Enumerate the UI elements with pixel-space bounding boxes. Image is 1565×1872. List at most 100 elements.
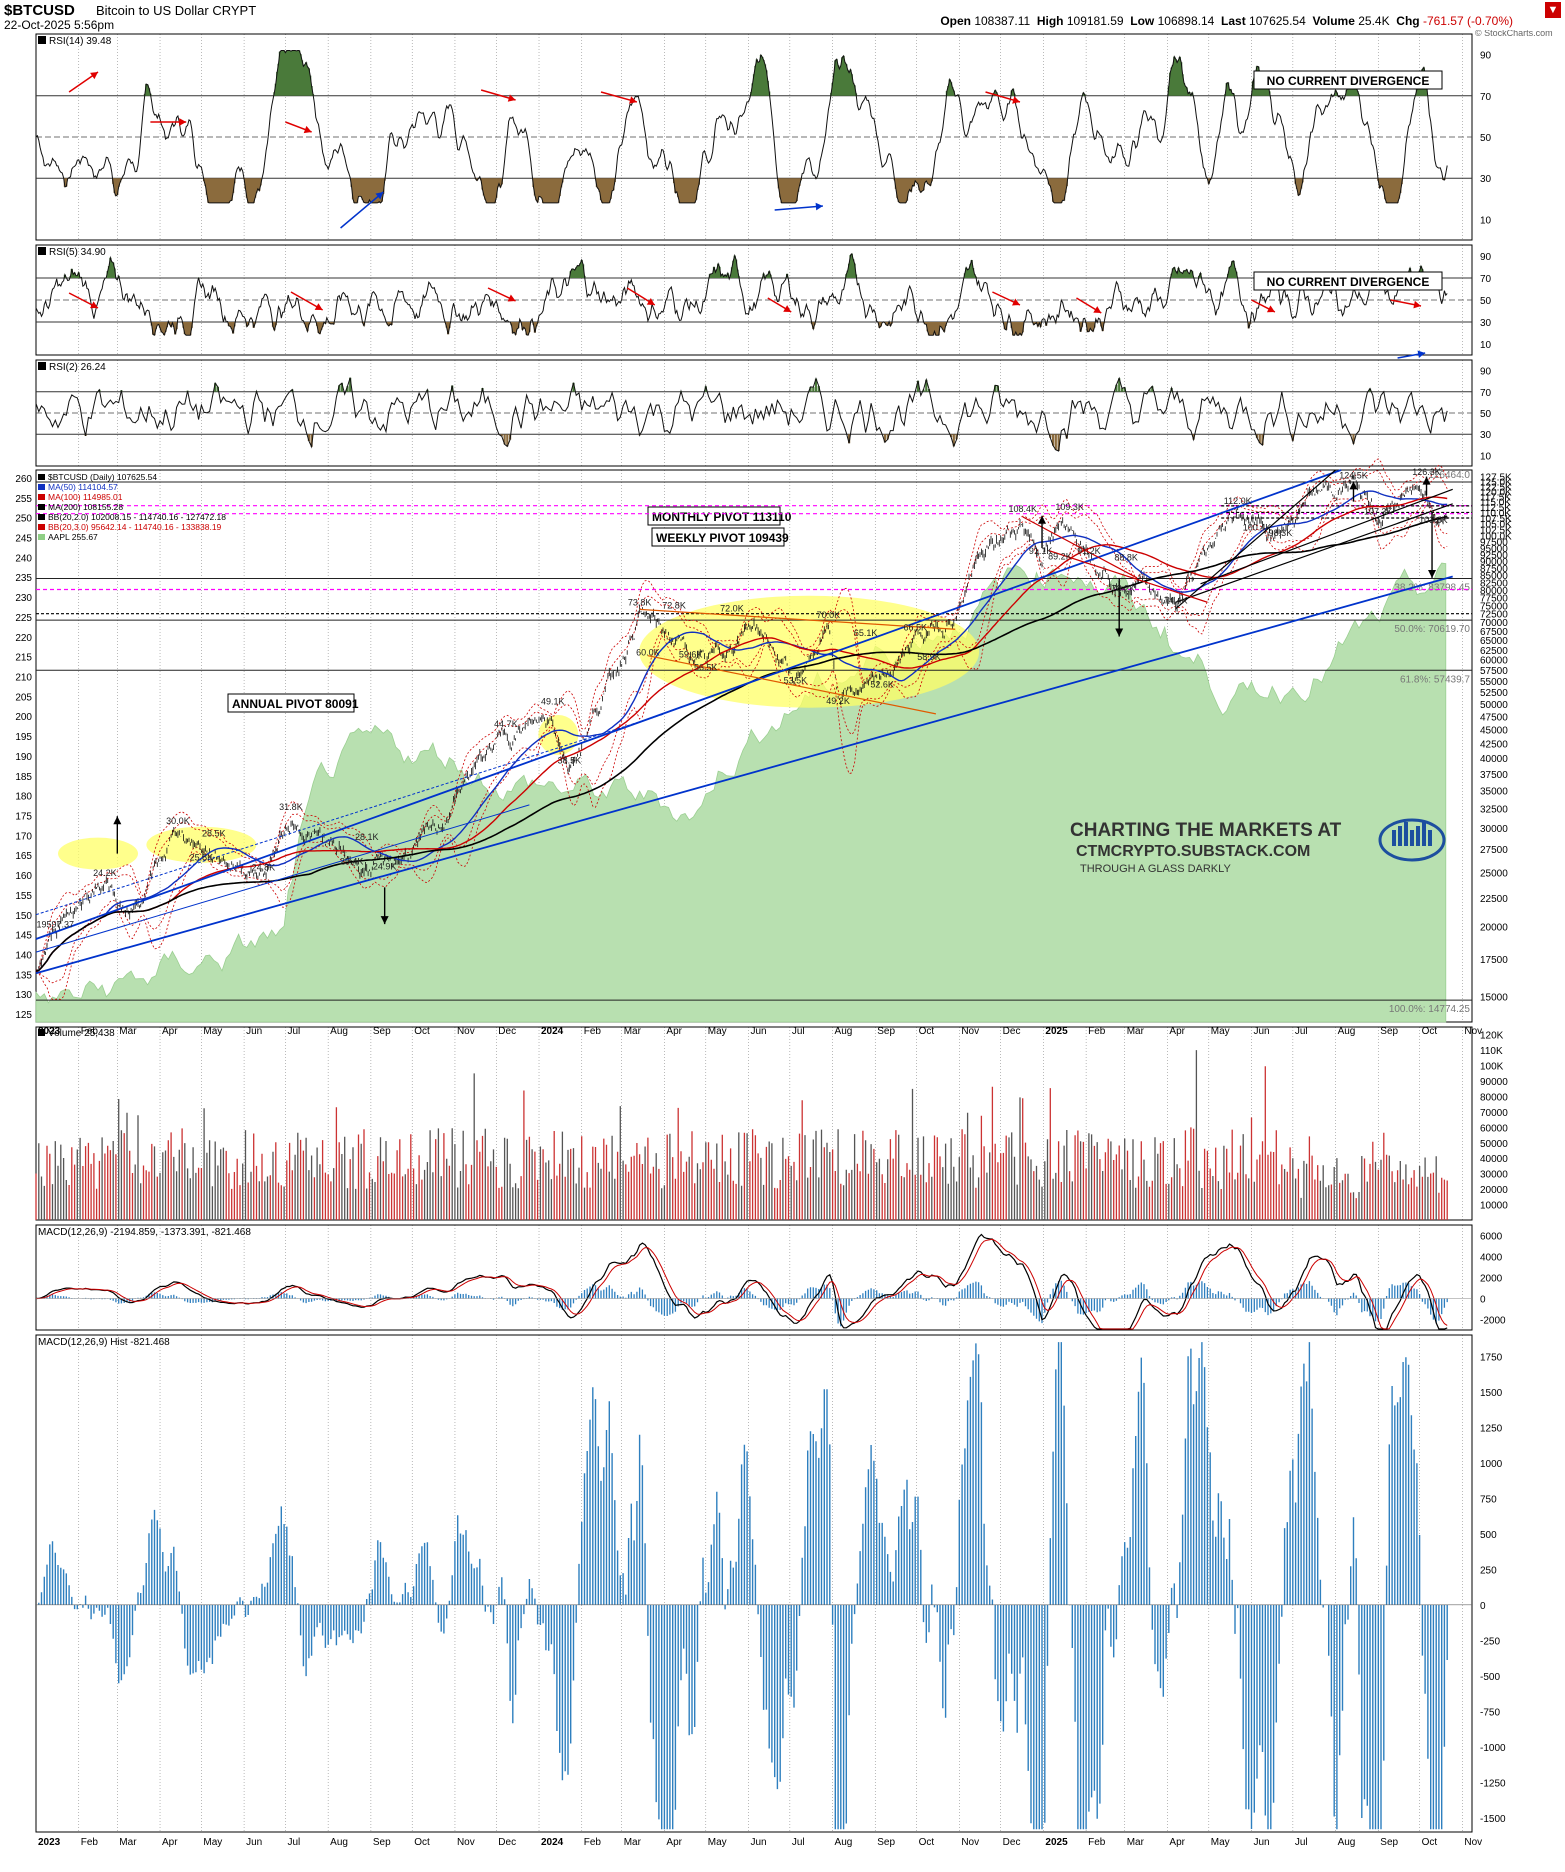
price-ytick: 60000	[1480, 656, 1508, 667]
divergence-arrowhead	[646, 298, 655, 305]
price-ytick: 97500	[1480, 538, 1508, 549]
rsi14-oversold-fill	[63, 178, 1446, 203]
macd-ytick: 2000	[1480, 1274, 1503, 1285]
price-ytick: 65000	[1480, 636, 1508, 647]
high-value: 109181.59	[1066, 14, 1124, 28]
rsi5-annotation-text: NO CURRENT DIVERGENCE	[1267, 275, 1430, 289]
hist-ytick: -250	[1480, 1636, 1500, 1647]
fib-level-label: 61.8%: 57439.7	[1400, 674, 1470, 685]
macd-histogram-bars	[38, 1342, 1448, 1830]
aapl-ytick: 185	[15, 772, 32, 783]
price-ytick: 62500	[1480, 646, 1508, 657]
peak-label: 98.3K	[1269, 528, 1293, 538]
price-legend-item: MA(200) 108155.28	[48, 502, 123, 512]
x-month-label-bottom: 2025	[1045, 1837, 1068, 1848]
peak-label: 28.1K	[355, 832, 379, 842]
aapl-ytick: 130	[15, 990, 32, 1001]
peak-label: 107.3K	[1364, 506, 1393, 516]
divergence-arrowhead	[1413, 300, 1422, 309]
peak-label: 112.0K	[1224, 496, 1252, 506]
peak-label: 31.8K	[279, 802, 303, 812]
x-month-label-bottom: Nov	[457, 1837, 475, 1848]
volume-value: 25.4K	[1358, 14, 1390, 28]
aapl-ytick: 260	[15, 474, 32, 485]
x-month-label: Feb	[584, 1026, 602, 1037]
peak-label: 24.8K	[252, 862, 276, 872]
hist-ytick: -1500	[1480, 1814, 1506, 1825]
aapl-ytick: 225	[15, 613, 32, 624]
price-ytick: 40000	[1480, 754, 1508, 765]
divergence-arrowhead	[507, 294, 516, 302]
aapl-ytick: 140	[15, 950, 32, 961]
logo-candle	[1410, 830, 1414, 846]
peak-label: 103.6K	[1419, 515, 1448, 525]
peak-label: 78.2K	[1112, 583, 1136, 593]
price-ytick: 105.0K	[1480, 520, 1512, 531]
divergence-arrowhead	[1266, 305, 1275, 313]
trend-line	[639, 608, 956, 630]
instrument-name: Bitcoin to US Dollar CRYPT	[96, 3, 256, 18]
x-month-label-bottom: Jul	[792, 1837, 805, 1848]
price-ytick: 50000	[1480, 700, 1508, 711]
aapl-ytick: 170	[15, 831, 32, 842]
watermark-line1: CHARTING THE MARKETS AT	[1070, 820, 1342, 841]
rsi2-line	[35, 376, 1448, 452]
chg-label: Chg	[1396, 14, 1420, 28]
rsi5-ytick: 10	[1480, 340, 1492, 351]
logo-candle	[1422, 822, 1426, 846]
low-value: 106898.14	[1157, 14, 1215, 28]
rsi2-oversold-fill	[84, 434, 1358, 451]
peak-label: 126.3K	[1412, 467, 1441, 477]
peak-label: 74.4K	[1164, 595, 1188, 605]
divergence-arrowhead	[314, 303, 323, 310]
rsi5-line	[35, 252, 1448, 337]
rsi5-ytick: 50	[1480, 296, 1492, 307]
hist-ytick: 750	[1480, 1494, 1497, 1505]
volume-ytick: 10000	[1480, 1201, 1508, 1212]
date-label: 22-Oct-2025 5:56pm	[4, 18, 115, 32]
x-month-label-bottom: Feb	[81, 1837, 99, 1848]
peak-label: 49.1K	[541, 696, 565, 706]
hist-ytick: -1000	[1480, 1743, 1506, 1754]
price-legend-swatch	[38, 524, 45, 530]
x-month-label: Sep	[373, 1026, 391, 1037]
x-month-label: 2025	[1045, 1026, 1068, 1037]
price-ytick: 27500	[1480, 845, 1508, 856]
macd-histogram-small	[38, 1280, 1448, 1327]
price-ytick: 30000	[1480, 824, 1508, 835]
peak-label: 73.8K	[628, 597, 652, 607]
hist-ytick: 0	[1480, 1601, 1486, 1612]
peak-label: 89.2K	[1048, 551, 1072, 561]
panel-frame-hist	[35, 1334, 1473, 1833]
peak-label: 108.4K	[1008, 504, 1037, 514]
rsi2-ytick: 70	[1480, 388, 1492, 399]
x-month-label: Feb	[1088, 1026, 1106, 1037]
rsi2-ytick: 30	[1480, 430, 1492, 441]
volume-ytick: 20000	[1480, 1185, 1508, 1196]
hist-ytick: -500	[1480, 1672, 1500, 1683]
x-month-label-bottom: Jul	[1295, 1837, 1308, 1848]
price-ytick: 100.0K	[1480, 532, 1512, 543]
x-month-label: Apr	[162, 1026, 178, 1037]
rsi14-ytick: 90	[1480, 51, 1492, 62]
pivot-label: MONTHLY PIVOT 113110	[652, 510, 792, 524]
rsi5-legend: RSI(5) 34.90	[49, 247, 106, 258]
ma50-line	[35, 490, 1448, 972]
price-legend-swatch	[38, 474, 45, 480]
price-ytick: 85000	[1480, 571, 1508, 582]
price-ytick: 67500	[1480, 627, 1508, 638]
rsi14-ytick: 30	[1480, 174, 1492, 185]
x-month-label-bottom: Oct	[919, 1837, 935, 1848]
peak-label: 66.5K	[903, 623, 927, 633]
peak-label: 24.9K	[373, 861, 397, 871]
price-ytick: 112.5K	[1480, 503, 1511, 514]
price-ytick: 15000	[1480, 992, 1508, 1003]
x-month-label: May	[203, 1026, 222, 1037]
x-month-label: Apr	[1169, 1026, 1185, 1037]
x-month-label: 2023	[38, 1026, 61, 1037]
price-legend-item: MA(100) 114985.01	[48, 492, 123, 502]
volume-ytick: 120K	[1480, 1031, 1504, 1042]
open-label: Open	[940, 14, 971, 28]
hist-legend: MACD(12,26,9) Hist -821.468	[38, 1337, 170, 1348]
peak-label: 44.7K	[494, 719, 518, 729]
